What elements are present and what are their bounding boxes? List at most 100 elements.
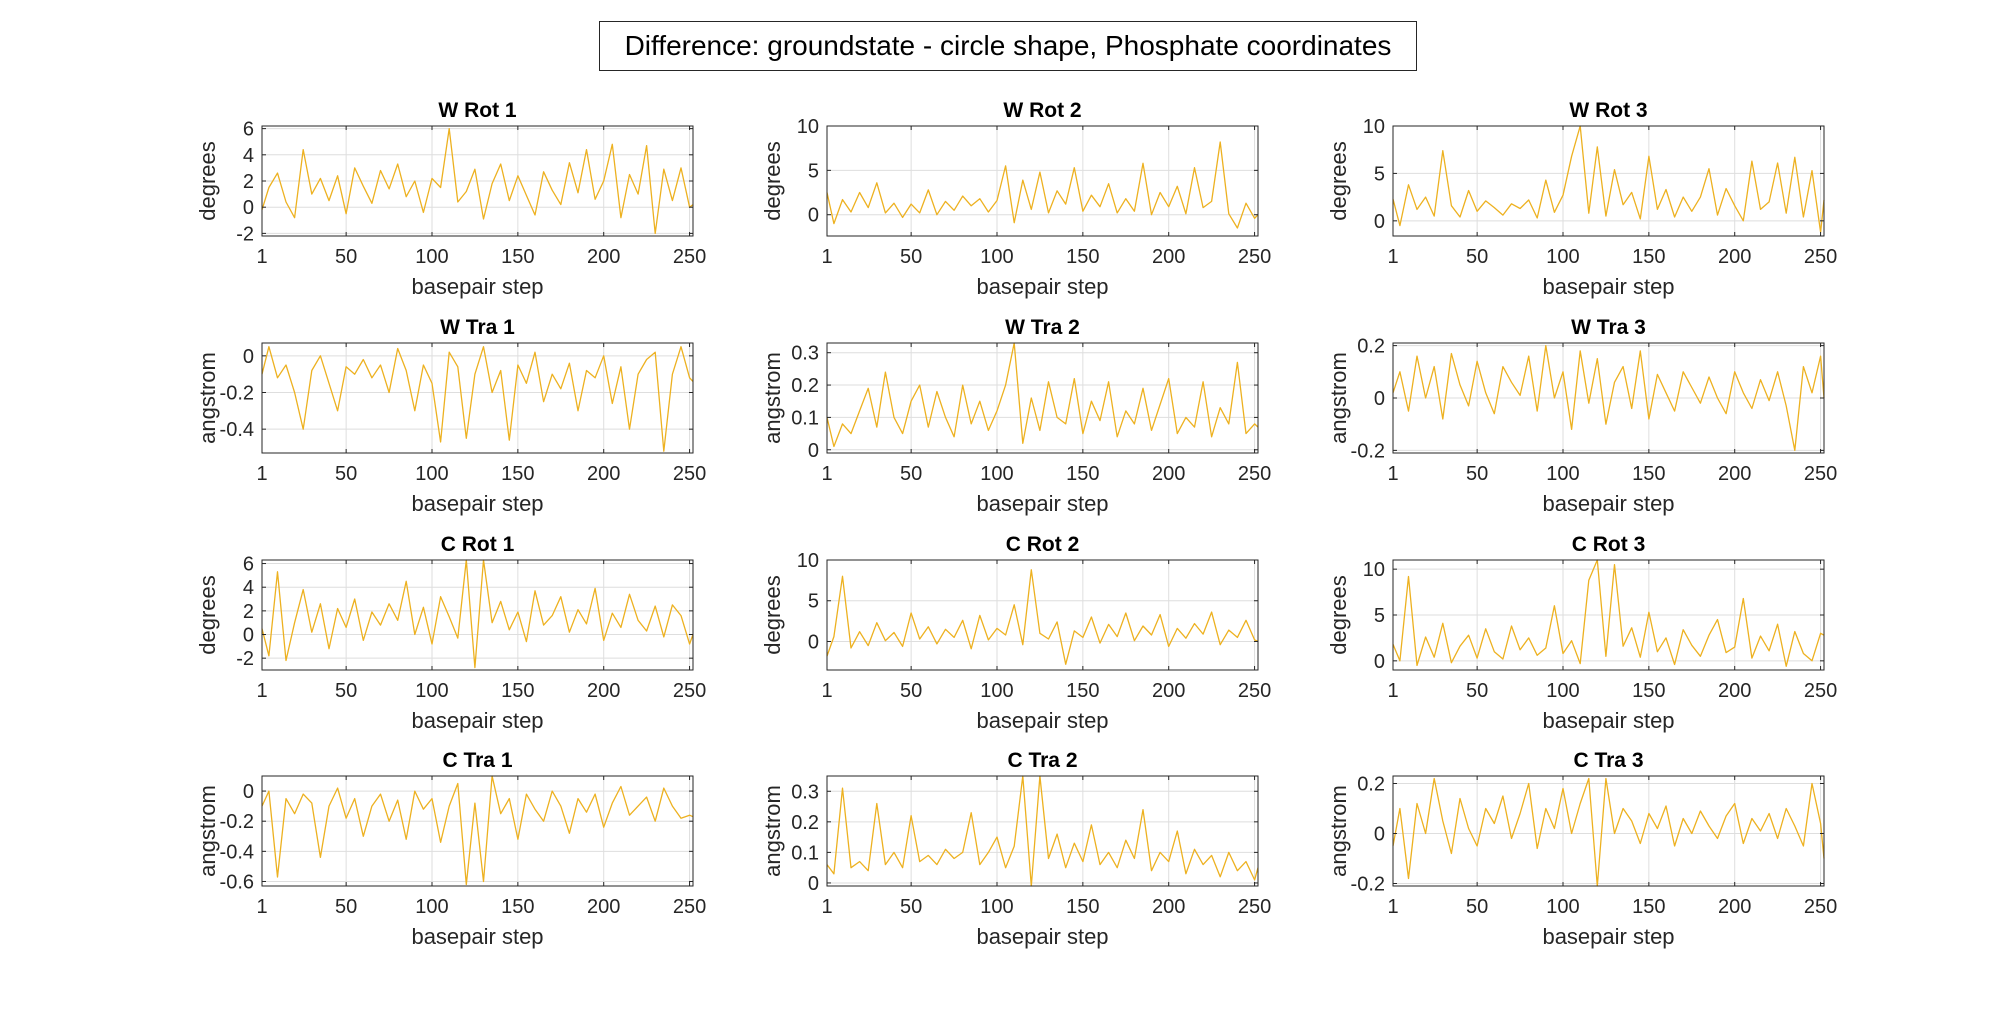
x-tick-label: 200 [1718,463,1751,485]
series-line-0 [1392,559,1825,667]
axes-box [261,342,694,454]
y-axis-label: degrees [1326,575,1351,655]
subplot-title: C Rot 1 [441,533,515,556]
axes-box [826,342,1259,454]
x-tick-label: 100 [980,896,1013,918]
x-tick-label: 50 [900,463,922,485]
y-axis-label: degrees [1326,141,1351,221]
x-tick-label: 50 [900,680,922,702]
subplot-title: C Rot 3 [1572,533,1646,556]
axes-box [1392,125,1825,237]
y-tick-label: 0 [1374,651,1385,673]
y-tick-label: 5 [808,591,819,613]
x-tick-label: 200 [1152,680,1185,702]
x-tick-label: 1 [256,680,267,702]
x-tick-label: 150 [1632,896,1665,918]
x-tick-label: 1 [1387,463,1398,485]
x-tick-label: 50 [1466,246,1488,268]
y-axis-label: angstrom [1326,352,1351,444]
x-axis-label: basepair step [976,274,1108,299]
x-tick-label: 250 [673,246,706,268]
x-axis-label: basepair step [411,924,543,949]
x-tick-label: 250 [673,680,706,702]
subplot-title: W Tra 2 [1005,316,1080,339]
y-tick-label: 10 [797,550,819,572]
x-tick-label: 100 [980,463,1013,485]
y-tick-label: 0.2 [1357,774,1385,796]
x-tick-label: 100 [1546,246,1579,268]
subplot-title: W Tra 3 [1571,316,1646,339]
x-axis-label: basepair step [976,708,1108,733]
series-line-0 [261,775,694,886]
x-tick-label: 150 [501,680,534,702]
series-line-0 [826,342,1259,448]
y-tick-label: 4 [243,577,254,599]
y-tick-label: 0 [243,346,254,368]
subplot-c-tra-1: 1 50 100 150 200 250-0.6-0.4-0.20C Tra 1basep… [195,749,706,949]
series-line-0 [826,141,1259,229]
y-axis-label: degrees [195,575,220,655]
x-tick-label: 200 [587,680,620,702]
y-tick-label: 6 [243,554,254,576]
series-line-0 [261,559,694,669]
x-tick-label: 50 [1466,896,1488,918]
x-tick-label: 200 [1152,246,1185,268]
x-tick-label: 150 [1066,463,1099,485]
y-axis-label: degrees [760,141,785,221]
y-tick-label: -0.2 [220,811,254,833]
x-tick-label: 100 [415,246,448,268]
x-tick-label: 1 [256,246,267,268]
subplot-title: W Tra 1 [440,316,515,339]
x-axis-label: basepair step [411,708,543,733]
x-tick-label: 50 [1466,680,1488,702]
x-axis-label: basepair step [1542,708,1674,733]
axes-box [261,775,694,887]
series-line-0 [826,569,1259,665]
plot-area [827,343,1258,453]
x-tick-label: 150 [1632,463,1665,485]
y-axis-label: degrees [760,575,785,655]
series-line-0 [1392,777,1825,887]
x-tick-label: 100 [980,680,1013,702]
series-line-0 [261,127,694,235]
series-line-0 [826,775,1259,887]
y-tick-label: 5 [1374,605,1385,627]
x-tick-label: 200 [1152,463,1185,485]
y-tick-label: 0 [808,873,819,895]
x-tick-label: 200 [587,896,620,918]
x-tick-label: 150 [501,896,534,918]
x-tick-label: 200 [1718,246,1751,268]
plot-area [827,126,1258,236]
x-axis-label: basepair step [1542,491,1674,516]
plot-area [1393,126,1824,236]
x-tick-label: 200 [1718,896,1751,918]
x-tick-label: 200 [587,463,620,485]
x-axis-label: basepair step [976,491,1108,516]
x-tick-label: 250 [1238,246,1271,268]
y-tick-label: 0.2 [1357,336,1385,358]
x-tick-label: 100 [980,246,1013,268]
axes-box [1392,775,1825,887]
x-tick-label: 50 [335,246,357,268]
subplot-title: W Rot 2 [1003,99,1081,122]
subplot-title: C Tra 2 [1007,749,1077,772]
x-tick-label: 150 [1632,246,1665,268]
y-tick-label: 0 [1374,824,1385,846]
y-tick-label: -0.2 [220,383,254,405]
x-tick-label: 250 [1804,246,1837,268]
x-axis-label: basepair step [1542,924,1674,949]
x-axis-label: basepair step [976,924,1108,949]
y-tick-label: 0 [808,205,819,227]
plot-area [262,560,693,670]
subplot-title: W Rot 3 [1569,99,1647,122]
y-tick-label: 0 [1374,211,1385,233]
y-tick-label: 0 [1374,388,1385,410]
y-tick-label: 10 [1363,559,1385,581]
series-line-0 [261,346,694,452]
